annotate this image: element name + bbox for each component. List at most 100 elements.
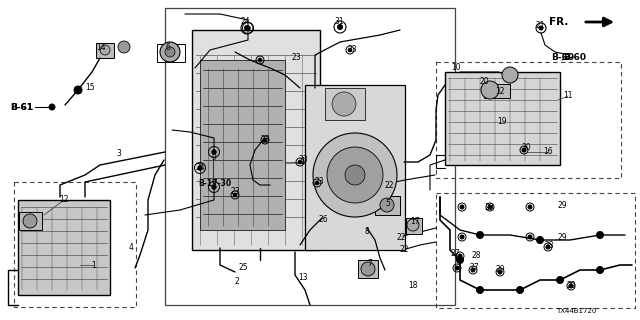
Bar: [165, 8, 455, 305]
Text: 28: 28: [471, 252, 481, 260]
Circle shape: [212, 185, 216, 189]
Text: 23: 23: [230, 188, 240, 196]
Bar: [436, 62, 621, 178]
Bar: [19, 212, 42, 230]
Text: 2: 2: [235, 277, 239, 286]
Bar: [200, 60, 285, 230]
Circle shape: [165, 47, 175, 57]
Circle shape: [74, 86, 82, 94]
Circle shape: [327, 147, 383, 203]
Text: B-61: B-61: [10, 102, 33, 111]
Text: 28: 28: [544, 242, 554, 251]
Text: 11: 11: [563, 92, 573, 100]
Circle shape: [160, 42, 180, 62]
Circle shape: [246, 26, 250, 30]
Bar: [14, 182, 136, 307]
Text: 29: 29: [566, 281, 576, 290]
Bar: [18, 200, 110, 295]
Circle shape: [361, 262, 375, 276]
Text: 27: 27: [469, 263, 479, 273]
Circle shape: [100, 45, 110, 55]
Text: 26: 26: [318, 215, 328, 225]
Circle shape: [460, 235, 464, 239]
Text: 23: 23: [260, 134, 270, 143]
Bar: [192, 30, 320, 250]
Circle shape: [471, 268, 475, 272]
Circle shape: [522, 148, 526, 152]
Text: B-60: B-60: [552, 52, 575, 61]
Bar: [436, 193, 635, 308]
Circle shape: [49, 104, 55, 110]
Circle shape: [263, 138, 267, 142]
Text: 14: 14: [96, 43, 106, 52]
Text: 24: 24: [195, 164, 205, 172]
Circle shape: [539, 26, 543, 30]
Circle shape: [569, 284, 573, 288]
Circle shape: [477, 231, 483, 238]
Text: 6: 6: [166, 43, 170, 52]
Text: 29: 29: [484, 203, 494, 212]
Text: 9: 9: [212, 180, 216, 188]
Text: 24: 24: [240, 18, 250, 27]
Text: 23: 23: [314, 177, 324, 186]
Text: 22: 22: [399, 245, 409, 254]
Bar: [375, 196, 400, 215]
Circle shape: [502, 67, 518, 83]
Circle shape: [460, 205, 464, 209]
Circle shape: [233, 193, 237, 197]
Text: 29: 29: [557, 233, 567, 242]
Circle shape: [212, 150, 216, 154]
Circle shape: [455, 266, 459, 270]
Text: 20: 20: [479, 77, 489, 86]
Circle shape: [348, 48, 352, 52]
Circle shape: [258, 58, 262, 62]
Circle shape: [315, 181, 319, 185]
Bar: [445, 72, 560, 165]
Bar: [325, 88, 365, 120]
Circle shape: [536, 236, 543, 244]
Circle shape: [23, 214, 37, 228]
Circle shape: [407, 219, 419, 231]
Circle shape: [298, 160, 302, 164]
Circle shape: [456, 257, 463, 263]
Text: 22: 22: [384, 180, 394, 189]
Circle shape: [498, 270, 502, 274]
Text: B-17-30: B-17-30: [198, 180, 232, 188]
Bar: [96, 43, 114, 58]
Text: 29: 29: [495, 266, 505, 275]
Text: 21: 21: [535, 20, 545, 29]
Text: 18: 18: [408, 282, 418, 291]
Circle shape: [596, 267, 604, 274]
Circle shape: [198, 166, 202, 170]
Text: 1: 1: [92, 260, 97, 269]
Text: 16: 16: [543, 148, 553, 156]
Text: 7: 7: [367, 259, 372, 268]
Text: 1: 1: [301, 157, 305, 166]
Text: 4: 4: [129, 244, 133, 252]
Circle shape: [458, 254, 462, 258]
Circle shape: [481, 81, 499, 99]
Text: 12: 12: [60, 196, 68, 204]
Circle shape: [596, 231, 604, 238]
Circle shape: [528, 235, 532, 239]
Bar: [406, 218, 422, 234]
Circle shape: [557, 276, 563, 284]
Circle shape: [345, 165, 365, 185]
Text: 9: 9: [212, 153, 216, 162]
Text: 12: 12: [495, 86, 505, 95]
Text: 22: 22: [396, 233, 406, 242]
Circle shape: [337, 25, 342, 29]
Text: B-61: B-61: [10, 102, 33, 111]
Bar: [358, 260, 378, 278]
Text: FR.: FR.: [548, 17, 568, 27]
Circle shape: [546, 245, 550, 249]
Text: TX44B1720: TX44B1720: [556, 308, 596, 314]
Text: 10: 10: [451, 63, 461, 73]
Text: 23: 23: [298, 156, 308, 164]
Text: 13: 13: [298, 274, 308, 283]
Text: 5: 5: [385, 199, 390, 209]
Text: 17: 17: [410, 218, 420, 227]
Text: 25: 25: [238, 263, 248, 273]
Text: 3: 3: [116, 148, 122, 157]
Circle shape: [332, 92, 356, 116]
